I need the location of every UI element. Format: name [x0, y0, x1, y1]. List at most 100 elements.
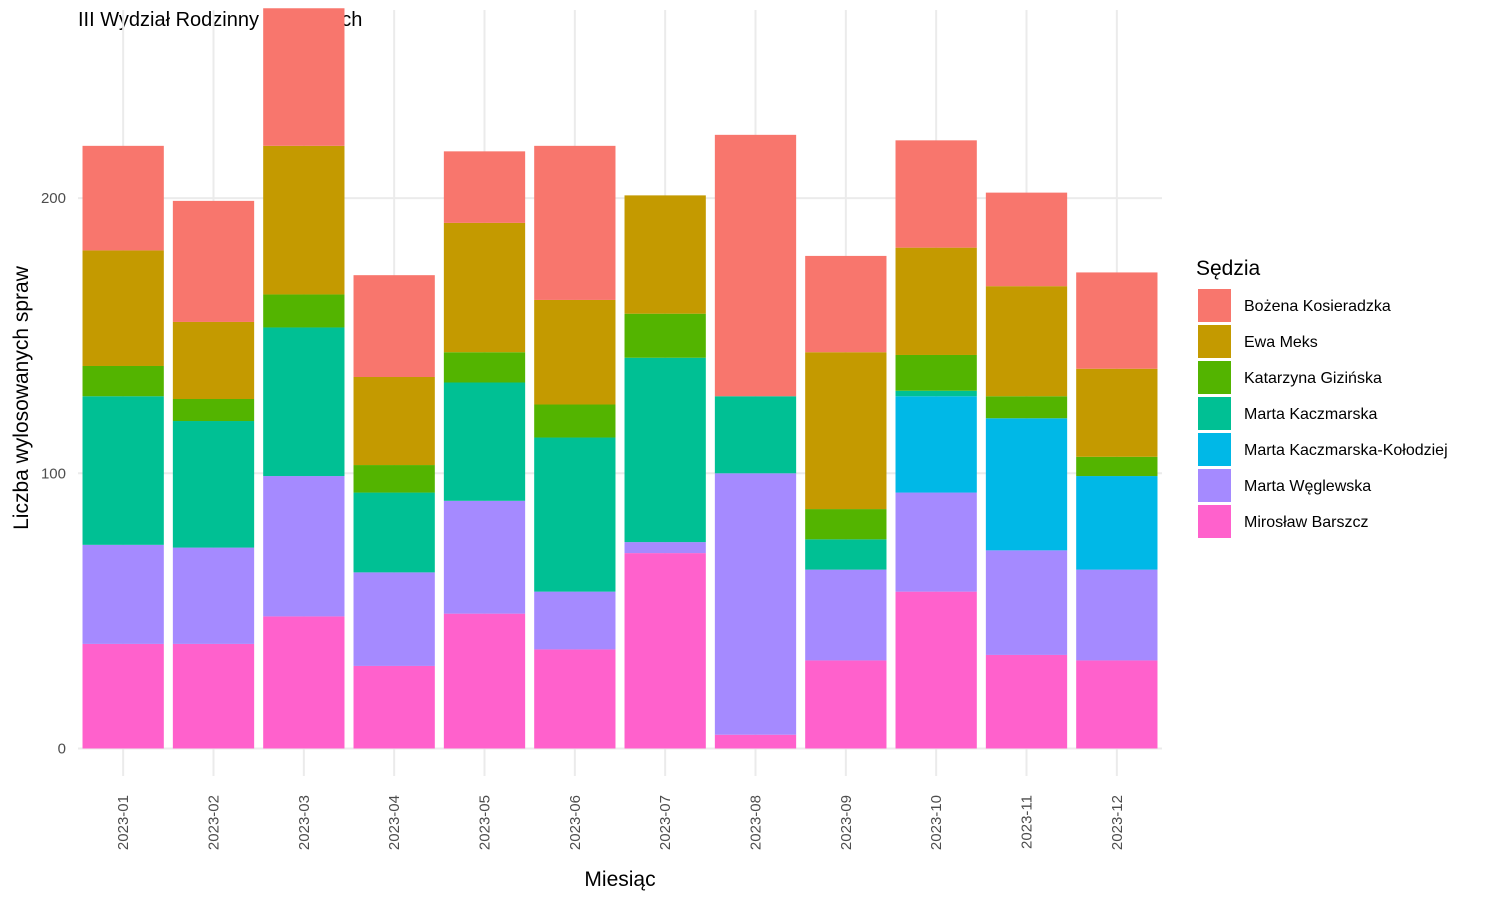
x-tick-label: 2023-10 [928, 795, 945, 850]
bar-segment [263, 327, 345, 477]
bar-segment [443, 613, 526, 749]
x-axis-title: Miesiąc [584, 868, 655, 891]
bar-segment [172, 421, 255, 548]
bar-segment [534, 649, 616, 749]
bar-segment [985, 396, 1068, 419]
bar-segment [714, 473, 797, 735]
bar-segment [805, 509, 887, 540]
x-tick-label: 2023-03 [296, 795, 313, 850]
x-tick-label: 2023-07 [657, 795, 674, 850]
bar-segment [443, 151, 526, 223]
bar-segment [443, 382, 526, 501]
y-axis-ticks: 0 100 200 [41, 190, 66, 757]
bar-segment [353, 665, 435, 749]
x-tick-label: 2023-01 [115, 795, 132, 850]
x-tick-label: 2023-09 [838, 795, 855, 850]
bar-segment [443, 222, 526, 353]
bar-segment [895, 390, 977, 397]
bar-segment [443, 352, 526, 383]
bar-segment [624, 357, 706, 543]
x-tick-label: 2023-12 [1109, 795, 1126, 850]
bar-segment [353, 376, 435, 466]
bar-segment [353, 492, 435, 573]
legend-label: Mirosław Barszcz [1244, 514, 1368, 531]
legend-swatch [1198, 325, 1231, 358]
bar-segment [172, 643, 255, 749]
legend-swatch [1198, 505, 1231, 538]
bar-segment [263, 8, 345, 146]
bar-segment [895, 354, 977, 391]
y-tick-label: 100 [41, 465, 66, 482]
bar-segment [82, 396, 164, 545]
bar-segment [895, 247, 977, 355]
legend-label: Marta Kaczmarska-Kołodziej [1244, 442, 1448, 459]
bar-segment [805, 569, 887, 661]
bar-segment [1076, 368, 1158, 457]
x-tick-label: 2023-05 [477, 795, 494, 850]
bar-segment [985, 192, 1068, 287]
bar-segment [172, 399, 255, 422]
legend-label: Marta Kaczmarska [1244, 406, 1377, 423]
bar-segment [263, 476, 345, 617]
bar-segment [805, 660, 887, 749]
bar-segment [534, 437, 616, 592]
x-tick-label: 2023-06 [567, 795, 584, 850]
y-axis-title: Liczba wylosowanych spraw [10, 265, 33, 530]
legend-label: Marta Węglewska [1244, 478, 1371, 495]
bar-segment [353, 465, 435, 493]
bar-segment [1076, 476, 1158, 570]
x-axis-ticks: 2023-01 2023-02 2023-03 2023-04 2023-05 2023-… [115, 795, 1126, 850]
bar-segment [895, 140, 977, 248]
bar-segment [263, 616, 345, 749]
legend-swatch [1198, 289, 1231, 322]
x-tick-label: 2023-04 [386, 795, 403, 850]
legend-label: Ewa Meks [1244, 334, 1318, 351]
bar-segment [805, 539, 887, 570]
bar-segment [624, 553, 706, 749]
bar-segment [985, 418, 1068, 551]
bar-segment [714, 134, 797, 397]
bar-segment [353, 275, 435, 377]
bar-segment [534, 145, 616, 300]
legend-title: Sędzia [1196, 257, 1261, 280]
bar-segment [1076, 456, 1158, 477]
bar-segment [1076, 660, 1158, 749]
bar-segment [82, 643, 164, 749]
legend-label: Katarzyna Gizińska [1244, 370, 1382, 387]
bar-segment [1076, 272, 1158, 369]
bar-segment [263, 294, 345, 328]
bar-segment [82, 544, 164, 644]
bar-segment [172, 200, 255, 322]
bar-segment [805, 255, 887, 353]
bar-segment [985, 286, 1068, 397]
bar-segment [534, 591, 616, 650]
x-tick-label: 2023-08 [748, 795, 765, 850]
bar-segment [534, 404, 616, 438]
legend-label: Bożena Kosieradzka [1244, 298, 1391, 315]
legend-swatch [1198, 397, 1231, 430]
bar-segment [263, 145, 345, 295]
bar-segment [895, 492, 977, 592]
bar-segment [172, 321, 255, 400]
x-tick-label: 2023-11 [1019, 795, 1036, 849]
bar-segment [985, 550, 1068, 655]
legend-swatch [1198, 361, 1231, 394]
bar-segment [1076, 569, 1158, 661]
bar-segment [82, 365, 164, 397]
x-tick-label: 2023-02 [206, 795, 223, 850]
bar-segment [353, 572, 435, 666]
bars [82, 8, 1158, 749]
bar-segment [82, 250, 164, 366]
bar-segment [985, 654, 1068, 749]
y-tick-label: 0 [58, 740, 66, 757]
bar-segment [624, 542, 706, 554]
bar-segment [534, 299, 616, 405]
legend-swatch [1198, 469, 1231, 502]
bar-segment [82, 145, 164, 251]
bar-segment [443, 500, 526, 614]
bar-segment [624, 313, 706, 358]
bar-segment [895, 591, 977, 749]
bar-segment [805, 352, 887, 510]
bar-segment [624, 195, 706, 314]
